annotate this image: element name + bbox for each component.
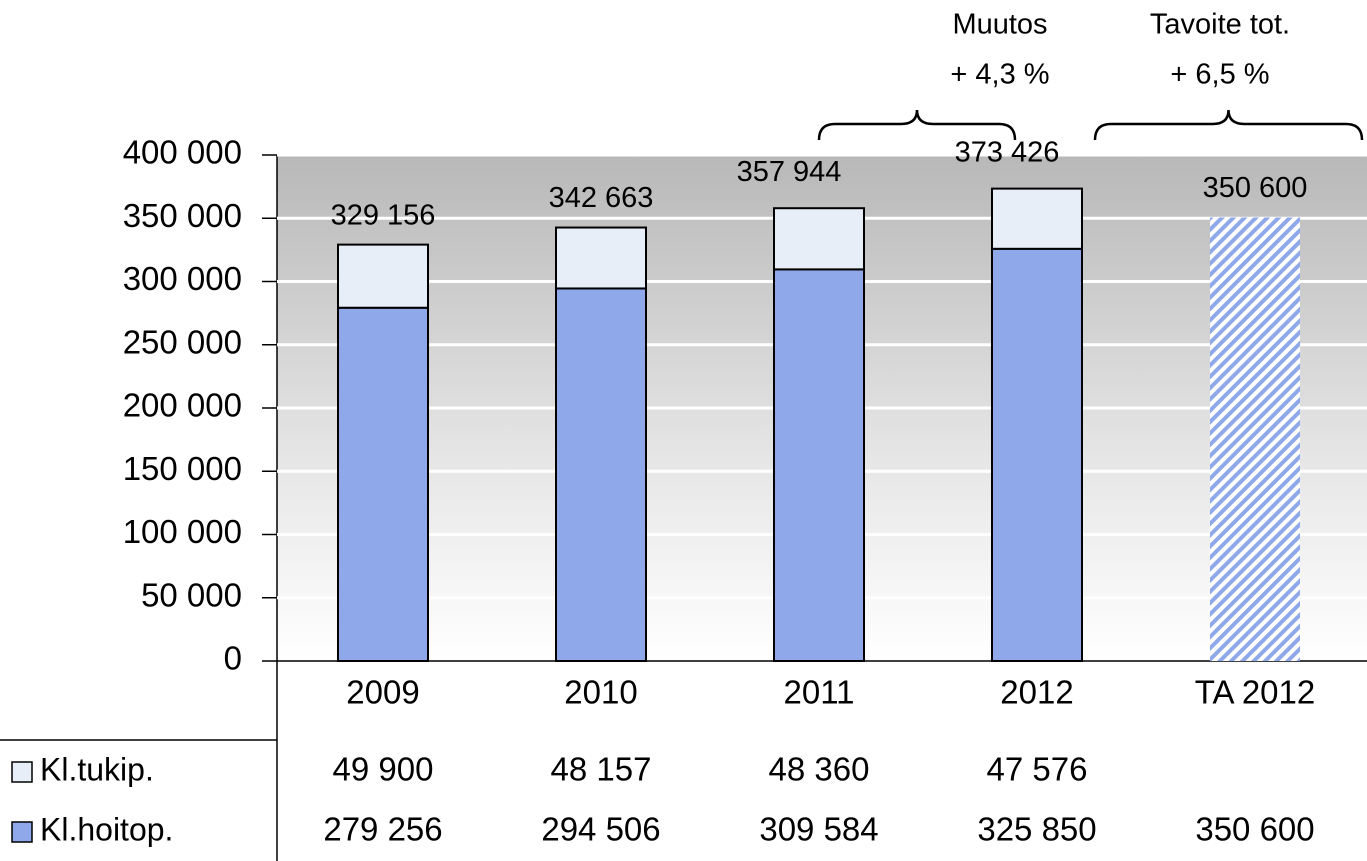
legend-label: Kl.tukip.: [40, 751, 154, 787]
total-label: 342 663: [549, 182, 654, 214]
bar-segment: [1210, 217, 1300, 661]
brace: [817, 109, 1017, 141]
table-cell: 48 157: [551, 751, 652, 788]
y-tick-label: 50 000: [141, 576, 242, 613]
table-cell: 325 850: [977, 811, 1096, 848]
table-cell: 48 360: [769, 751, 870, 788]
y-tick-label: 350 000: [123, 197, 242, 234]
total-label: 373 426: [955, 136, 1060, 168]
x-tick-label: 2009: [346, 674, 419, 711]
y-tick-label: 250 000: [123, 323, 242, 360]
total-label: 357 944: [737, 156, 842, 188]
table-cell: 350 600: [1195, 811, 1314, 848]
bar-segment: [555, 287, 647, 662]
y-tick-label: 200 000: [123, 387, 242, 424]
y-tick-label: 0: [224, 640, 242, 677]
legend-swatch: [11, 761, 33, 783]
x-tick-label: 2010: [564, 674, 637, 711]
table-cell: 294 506: [541, 811, 660, 848]
total-label: 329 156: [331, 199, 436, 231]
annotation-title: Tavoite tot.: [1150, 9, 1290, 41]
table-cell: 47 576: [987, 751, 1088, 788]
table-cell: 309 584: [759, 811, 878, 848]
brace: [1093, 109, 1364, 141]
legend-swatch: [11, 821, 33, 843]
table-cell: 279 256: [323, 811, 442, 848]
annotation-title: Muutos: [952, 9, 1047, 41]
y-tick-label: 150 000: [123, 450, 242, 487]
y-tick-label: 100 000: [123, 513, 242, 550]
x-tick-label: 2012: [1000, 674, 1073, 711]
total-label: 350 600: [1203, 172, 1308, 204]
annotation-detail: + 4,3 %: [950, 59, 1049, 91]
legend-label: Kl.hoitop.: [40, 811, 173, 847]
y-tick-label: 400 000: [123, 134, 242, 171]
x-tick-label: 2011: [784, 674, 855, 711]
bar-segment: [337, 243, 429, 309]
annotation-detail: + 6,5 %: [1170, 59, 1269, 91]
bar-segment: [337, 306, 429, 662]
x-tick-label: TA 2012: [1195, 674, 1315, 711]
bar-segment: [991, 187, 1083, 250]
bar-segment: [555, 226, 647, 290]
bar-segment: [991, 247, 1083, 662]
bar-segment: [773, 207, 865, 271]
table-cell: 49 900: [333, 751, 434, 788]
bar-segment: [773, 268, 865, 662]
y-tick-label: 300 000: [123, 260, 242, 297]
